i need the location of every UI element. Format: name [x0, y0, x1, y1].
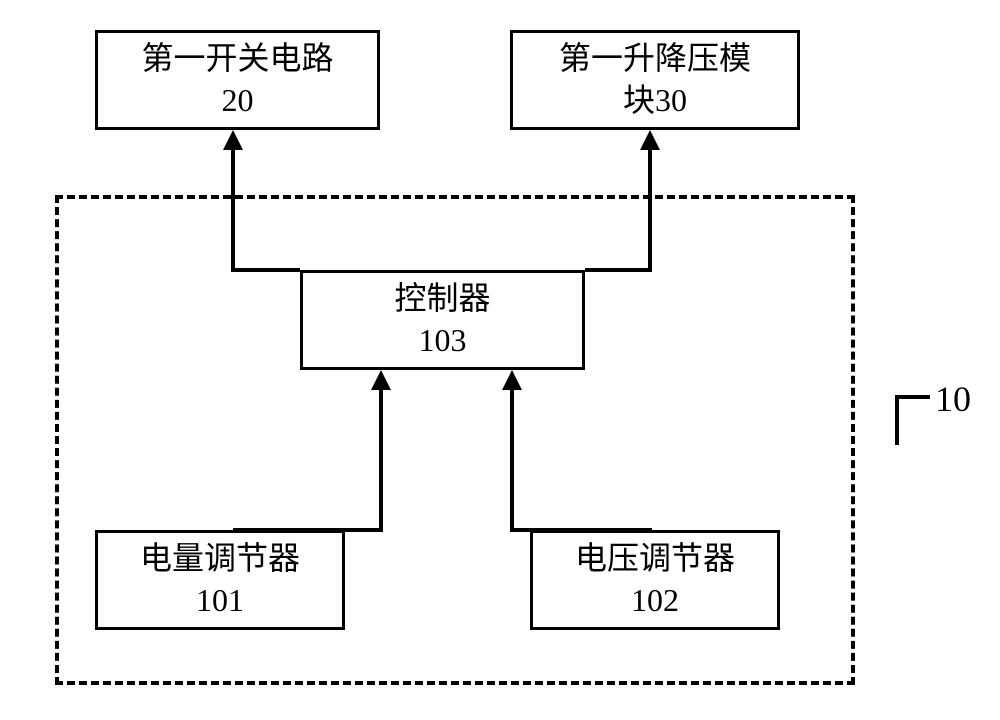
switch-circuit-box: 第一开关电路 20 [95, 30, 380, 130]
switch-circuit-label: 第一开关电路 [141, 38, 333, 80]
arrow-controller-to-buckboost-h [585, 268, 652, 272]
arrow-charge-to-controller-v [379, 390, 383, 532]
container-label: 10 [935, 378, 971, 420]
controller-number: 103 [419, 320, 467, 362]
arrow-controller-to-buckboost-v [648, 150, 652, 272]
arrow-voltage-to-controller-head [502, 370, 522, 390]
arrow-voltage-to-controller-h [512, 528, 652, 532]
voltage-regulator-box: 电压调节器 102 [530, 530, 780, 630]
voltage-regulator-label: 电压调节器 [575, 538, 735, 580]
buck-boost-label-2: 块30 [623, 80, 687, 122]
controller-box: 控制器 103 [300, 270, 585, 370]
buck-boost-label-1: 第一升降压模 [559, 38, 751, 80]
switch-circuit-number: 20 [222, 80, 254, 122]
container-leader-h [895, 395, 930, 399]
charge-regulator-label: 电量调节器 [140, 538, 300, 580]
controller-label: 控制器 [394, 278, 490, 320]
arrow-charge-to-controller-head [371, 370, 391, 390]
container-leader-v [895, 395, 899, 445]
charge-regulator-number: 101 [196, 580, 244, 622]
arrow-controller-to-buckboost-head [640, 130, 660, 150]
arrow-controller-to-switch-v [231, 150, 235, 272]
arrow-controller-to-switch-head [223, 130, 243, 150]
voltage-regulator-number: 102 [631, 580, 679, 622]
arrow-controller-to-switch-h [233, 268, 300, 272]
arrow-voltage-to-controller-v [510, 390, 514, 532]
arrow-charge-to-controller-h [233, 528, 383, 532]
buck-boost-box: 第一升降压模 块30 [510, 30, 800, 130]
charge-regulator-box: 电量调节器 101 [95, 530, 345, 630]
